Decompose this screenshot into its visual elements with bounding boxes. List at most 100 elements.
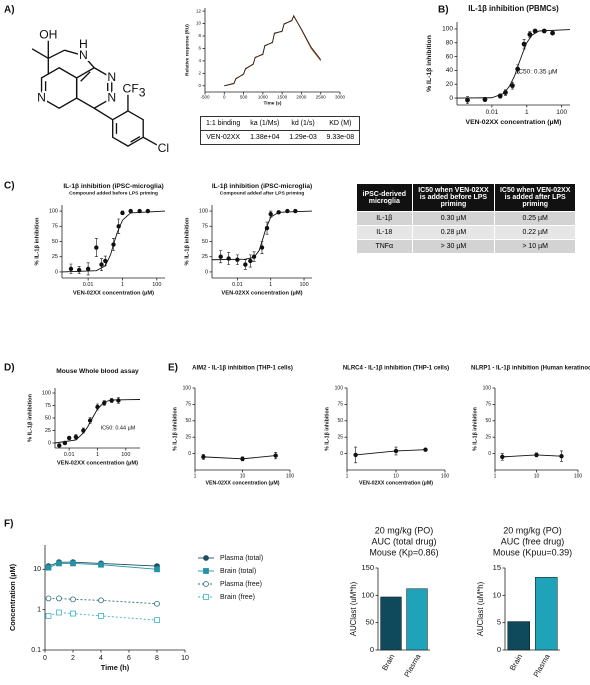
y-tick-label: 10 bbox=[493, 590, 501, 599]
header-cell: IC50 when VEN-02XX is added before LPS p… bbox=[411, 183, 496, 212]
y-tick-label: 0 bbox=[340, 451, 343, 457]
marker bbox=[120, 210, 125, 216]
x-tick-label: 1 bbox=[525, 109, 529, 116]
marker bbox=[534, 452, 539, 458]
marker bbox=[550, 30, 555, 36]
chart-title: Mouse (Kpuu=0.39) bbox=[493, 547, 572, 557]
x-axis-label: Time (h) bbox=[101, 663, 130, 672]
marker bbox=[273, 453, 278, 458]
x-tick-label: 100 bbox=[121, 452, 130, 458]
atom: N bbox=[107, 70, 116, 84]
y-tick-label: 75 bbox=[202, 224, 208, 230]
marker bbox=[128, 208, 133, 214]
marker bbox=[56, 560, 62, 567]
binding-table: 1:1 binding ka (1/Ms) kd (1/s) KD (M) VEN-0… bbox=[200, 116, 360, 145]
marker bbox=[154, 600, 160, 607]
marker bbox=[94, 245, 99, 250]
series-line bbox=[502, 454, 562, 458]
y-tick-label: 50 bbox=[185, 418, 191, 424]
x-tick-label: 6 bbox=[127, 655, 131, 662]
x-tick-label: 100 bbox=[152, 282, 161, 288]
x-tick-label: 100 bbox=[299, 282, 308, 288]
x-tick-label: 2500 bbox=[316, 95, 327, 100]
y-tick-label: 0.1 bbox=[31, 647, 41, 654]
x-tick-label: 0.01 bbox=[83, 282, 94, 288]
y-tick-label: 0 bbox=[188, 451, 191, 457]
y-tick-label: 25 bbox=[202, 254, 208, 260]
header-cell: IC50 when VEN-02XX is added after LPS pr… bbox=[494, 183, 576, 212]
ring bbox=[112, 110, 144, 147]
y-tick-label: 5 bbox=[497, 618, 501, 627]
atom: CF bbox=[123, 82, 139, 96]
y-tick-label: 50 bbox=[52, 239, 58, 245]
y-tick-label: 50 bbox=[485, 418, 491, 424]
y-tick-label: 0 bbox=[497, 645, 501, 654]
chart-title: 20 mg/kg (PO) bbox=[375, 525, 434, 535]
marker bbox=[500, 454, 505, 460]
y-tick-label: 0 bbox=[488, 451, 491, 457]
y-tick-label: 10 bbox=[33, 566, 41, 573]
y-tick-label: 50 bbox=[337, 418, 343, 424]
y-axis-label: % IL-1β inhibition bbox=[472, 407, 478, 451]
marker bbox=[56, 609, 62, 616]
cell: IL-18 bbox=[356, 225, 413, 240]
panel-label: F) bbox=[4, 519, 13, 530]
bar bbox=[380, 596, 402, 651]
marker bbox=[98, 612, 104, 619]
x-tick-label: 8 bbox=[155, 655, 159, 662]
marker bbox=[527, 32, 533, 37]
y-tick-label: 1 bbox=[37, 606, 41, 613]
cell: VEN-02XX bbox=[206, 134, 241, 141]
cell: > 30 µM bbox=[411, 239, 496, 254]
x-tick-label: 1500 bbox=[277, 95, 288, 100]
y-tick-label: 0 bbox=[370, 645, 374, 654]
annotation: IC50: 0.44 µM bbox=[101, 425, 136, 431]
y-tick-label: 0 bbox=[48, 440, 51, 446]
y-tick-label: 50 bbox=[202, 239, 208, 245]
header-cell: iPSC-derived microglia bbox=[356, 183, 413, 212]
marker bbox=[243, 262, 248, 267]
y-tick-label: 10 bbox=[196, 21, 202, 26]
x-axis-label: VEN-02XX concentration (µM) bbox=[73, 291, 154, 297]
bond bbox=[130, 136, 141, 143]
x-axis-label: VEN-02XX concentration (µM) bbox=[221, 291, 302, 297]
marker bbox=[423, 447, 428, 452]
header-cell: KD (M) bbox=[321, 116, 360, 131]
y-tick-label: 75 bbox=[485, 402, 491, 408]
marker bbox=[268, 211, 273, 217]
chart-title: 20 mg/kg (PO) bbox=[503, 525, 562, 535]
x-tick-label: 0 bbox=[43, 655, 47, 662]
marker bbox=[240, 456, 245, 462]
chart-title: AUC (total drug) bbox=[371, 536, 436, 546]
y-axis-label: % IL-1β inhibition bbox=[324, 407, 330, 451]
marker bbox=[70, 596, 76, 603]
y-tick-label: 100 bbox=[442, 26, 453, 33]
marker bbox=[154, 617, 160, 624]
bond bbox=[80, 71, 91, 82]
series-line bbox=[203, 455, 276, 460]
atom: N bbox=[37, 90, 46, 104]
x-tick-label: Plasma bbox=[402, 652, 423, 679]
y-tick-label: 40 bbox=[446, 67, 454, 74]
x-tick-label: Plasma bbox=[531, 652, 552, 679]
atom: H bbox=[79, 37, 88, 51]
x-axis-label: Time (s) bbox=[263, 100, 281, 106]
marker bbox=[218, 254, 223, 259]
x-tick-label: 3000 bbox=[335, 95, 346, 100]
series-line bbox=[355, 449, 426, 456]
marker bbox=[559, 454, 564, 459]
ic50-table: iPSC-derived microglia IC50 when VEN-02XX… bbox=[356, 183, 576, 254]
cell: 9.33e-08 bbox=[326, 134, 355, 141]
series-line bbox=[54, 399, 141, 444]
y-tick-label: 100 bbox=[199, 209, 208, 215]
y-tick-label: 100 bbox=[483, 385, 492, 391]
x-axis-label: VEN-02XX concentration (µM) bbox=[57, 461, 138, 467]
x-tick-label: 100 bbox=[441, 473, 450, 479]
marker bbox=[353, 452, 358, 458]
atom-labels: OH H N N N N CF 3 Cl bbox=[35, 26, 171, 157]
y-tick-label: 25 bbox=[185, 435, 191, 441]
y-tick-label: 4 bbox=[198, 58, 201, 63]
y-axis-label: % IL-1β inhibition bbox=[426, 35, 433, 92]
marker bbox=[85, 266, 91, 272]
